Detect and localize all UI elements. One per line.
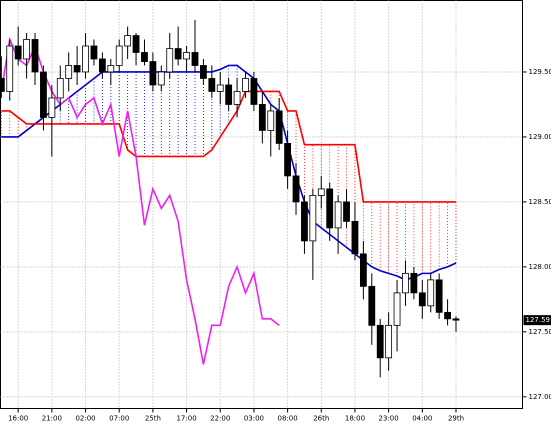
candle-body — [259, 104, 265, 130]
candle-body — [402, 273, 408, 292]
candle-body — [74, 65, 80, 71]
x-tick-label: 07:00 — [109, 415, 129, 423]
y-tick-label: 128.00 — [529, 263, 551, 271]
candle-body — [175, 49, 181, 59]
candle-body — [200, 65, 206, 78]
candle-body — [0, 78, 4, 91]
candle-body — [150, 62, 156, 85]
candle-body — [192, 52, 198, 65]
candle-body — [377, 325, 383, 357]
candle-body — [116, 46, 122, 65]
candle-body — [386, 325, 392, 357]
candle-body — [428, 280, 434, 306]
candle-body — [293, 176, 299, 202]
candle-body — [184, 52, 190, 58]
candle-body — [24, 39, 30, 58]
plot-frame — [1, 1, 523, 409]
candle-body — [352, 221, 358, 253]
x-tick-label: 18:00 — [345, 415, 365, 423]
candle-body — [167, 49, 173, 72]
candle-body — [301, 202, 307, 241]
candle-body — [411, 273, 417, 292]
candle-body — [141, 52, 147, 61]
candle-body — [40, 72, 46, 117]
candle-body — [360, 254, 366, 286]
candle-body — [49, 98, 55, 117]
x-tick-label: 16:00 — [8, 415, 28, 423]
candle-body — [15, 46, 21, 59]
x-tick-label: 22:00 — [210, 415, 230, 423]
candle-body — [32, 39, 38, 71]
x-tick-label: 25th — [145, 415, 161, 423]
candle-body — [7, 46, 13, 91]
candle-body — [251, 78, 257, 104]
candle-body — [108, 65, 114, 71]
candle-body — [327, 189, 333, 228]
candle-body — [419, 293, 425, 306]
last-price-label: 127.59 — [526, 316, 551, 324]
candle-body — [226, 85, 232, 104]
candle-body — [158, 72, 164, 85]
x-tick-label: 21:00 — [42, 415, 62, 423]
y-tick-label: 129.00 — [529, 133, 551, 141]
x-tick-label: 08:00 — [278, 415, 298, 423]
candle-body — [344, 202, 350, 221]
candle-body — [394, 293, 400, 325]
candle-body — [99, 59, 105, 72]
candle-body — [209, 78, 215, 91]
x-tick-label: 02:00 — [75, 415, 95, 423]
candle-body — [83, 46, 89, 72]
x-tick-label: 17:00 — [176, 415, 196, 423]
candle-body — [276, 111, 282, 143]
x-tick-label: 04:00 — [412, 415, 432, 423]
candle-body — [268, 111, 274, 130]
candle-body — [217, 85, 223, 91]
candle-body — [285, 143, 291, 175]
y-tick-label: 127.00 — [529, 393, 551, 401]
candle-body — [310, 195, 316, 240]
candle-body — [66, 65, 72, 78]
candle-body — [234, 91, 240, 104]
x-tick-label: 26th — [313, 415, 329, 423]
candle-body — [335, 202, 341, 228]
candle-body — [57, 78, 63, 97]
candle-body — [125, 36, 131, 46]
candle-body — [445, 312, 451, 318]
candle-body — [369, 286, 375, 325]
x-tick-label: 03:00 — [244, 415, 264, 423]
candle-body — [436, 280, 442, 312]
candle-body — [91, 46, 97, 59]
candle-body — [243, 78, 249, 91]
candle-body — [453, 319, 459, 320]
x-tick-label: 23:00 — [379, 415, 399, 423]
y-tick-label: 127.50 — [529, 328, 551, 336]
x-tick-label: 29th — [448, 415, 464, 423]
y-tick-label: 128.50 — [529, 198, 551, 206]
candle-body — [133, 36, 139, 53]
y-tick-label: 129.50 — [529, 68, 551, 76]
candle-body — [318, 189, 324, 195]
